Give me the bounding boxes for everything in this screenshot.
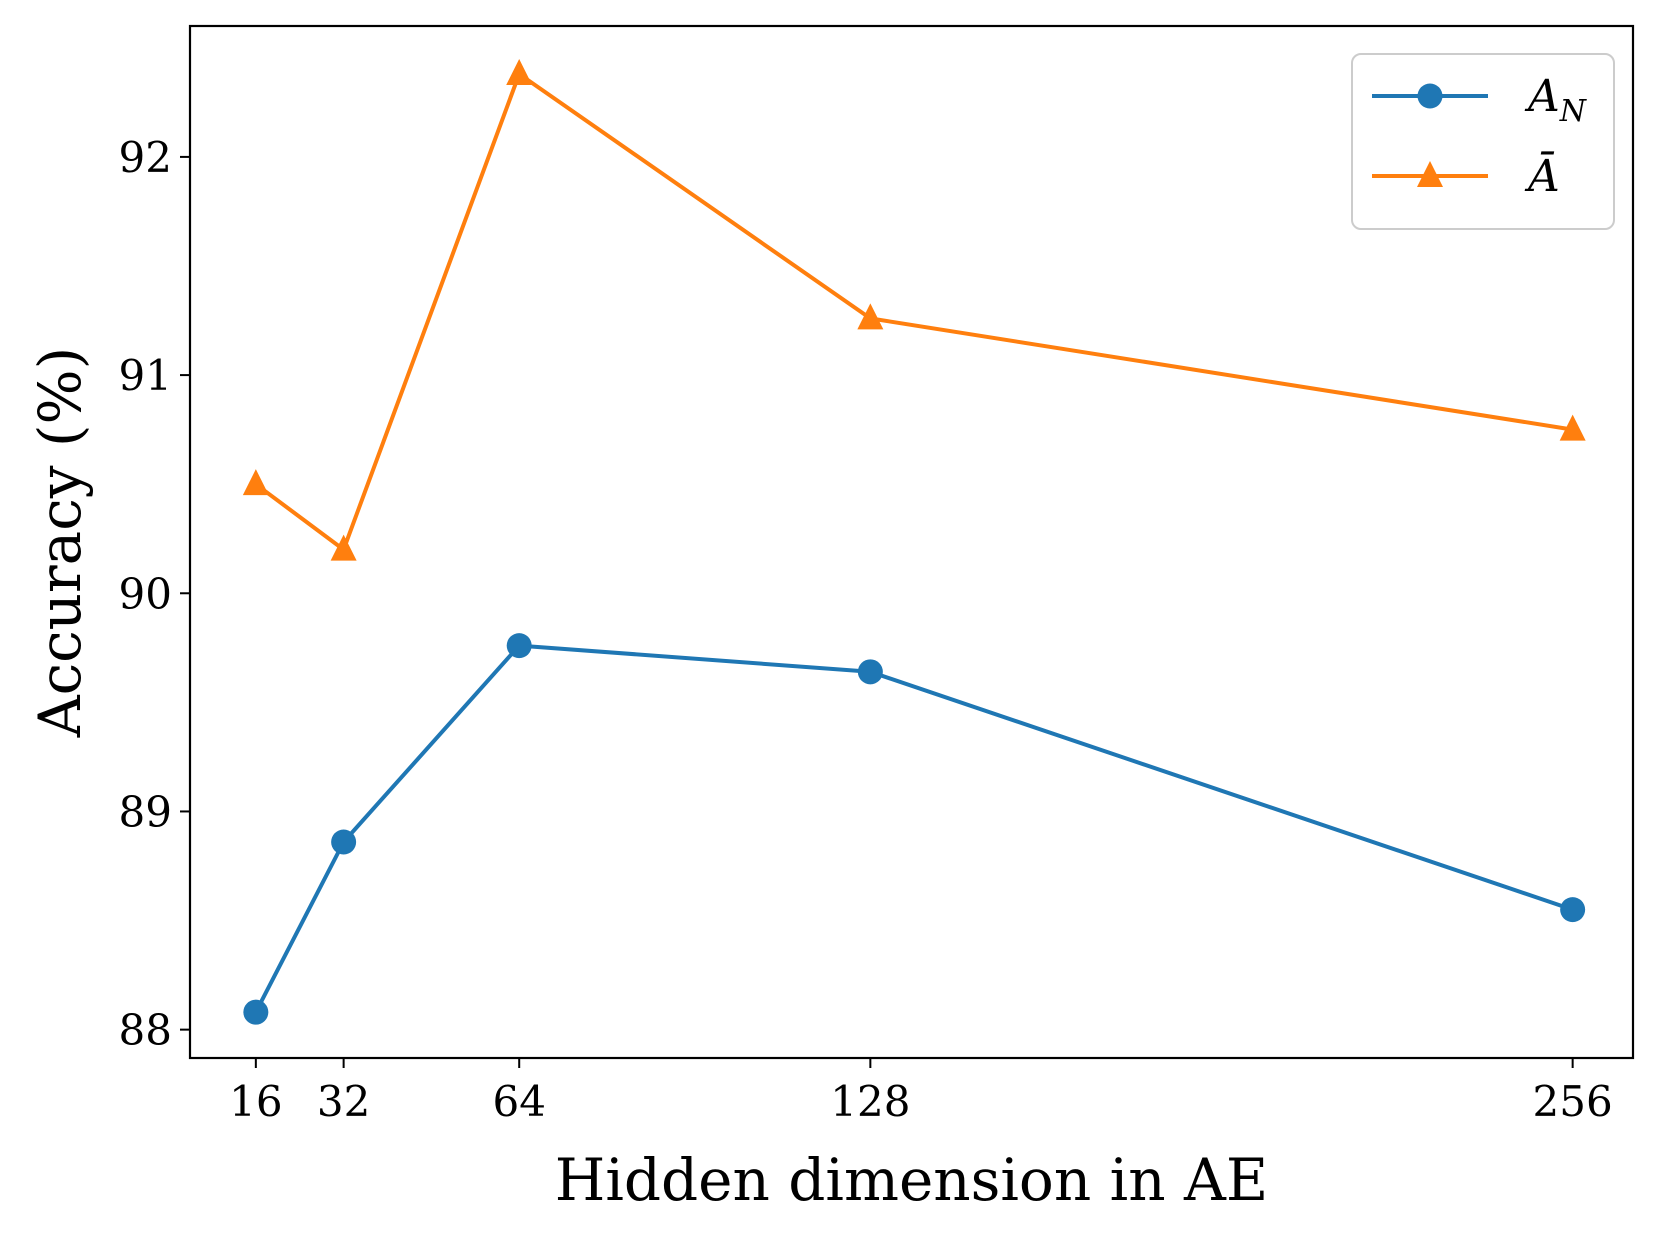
legend-marker-a-bar <box>1417 161 1443 187</box>
y-tick-label-91: 91 <box>119 351 172 400</box>
data-point-a-n-256 <box>1560 897 1586 923</box>
data-point-a-bar-16 <box>242 469 269 496</box>
y-tick-label-90: 90 <box>119 569 172 618</box>
legend-label-sub-a-n: N <box>1559 94 1588 129</box>
data-point-a-bar-256 <box>1559 414 1586 441</box>
data-point-a-n-64 <box>506 633 532 659</box>
legend-marker-a-n <box>1417 83 1443 109</box>
y-tick-label-89: 89 <box>119 787 172 836</box>
axes: 16 32 64 128 256 88 89 90 91 92 Hidden dimension i… <box>26 24 1635 1214</box>
x-axis-title: Hidden dimension in AE <box>555 1146 1268 1214</box>
plot-area <box>242 59 1586 1025</box>
plot-frame <box>188 24 1635 1060</box>
y-tick-label-92: 92 <box>119 133 172 182</box>
x-tick-label-128: 128 <box>830 1077 910 1126</box>
x-tick-label-64: 64 <box>492 1077 545 1126</box>
data-point-a-n-32 <box>331 829 357 855</box>
data-point-a-bar-32 <box>330 534 357 561</box>
legend-box <box>1351 53 1615 230</box>
x-tick-label-32: 32 <box>317 1077 370 1126</box>
y-axis-title: Accuracy (%) <box>26 347 94 739</box>
x-tick-label-16: 16 <box>229 1077 282 1126</box>
legend-label-main-a-bar: Ā <box>1524 150 1560 202</box>
series-line-a-n <box>254 643 1574 1014</box>
data-point-a-bar-64 <box>506 59 533 85</box>
legend: ANĀ <box>1351 53 1615 230</box>
legend-label-a-n: AN <box>1524 71 1588 129</box>
y-tick-label-88: 88 <box>119 1006 172 1055</box>
data-point-a-n-16 <box>243 999 269 1025</box>
legend-label-main-a-n: A <box>1524 71 1560 122</box>
data-point-a-bar-128 <box>857 303 884 330</box>
data-point-a-n-128 <box>857 659 883 685</box>
legend-label-a-bar: Ā <box>1524 150 1560 202</box>
x-tick-label-256: 256 <box>1533 1077 1613 1126</box>
